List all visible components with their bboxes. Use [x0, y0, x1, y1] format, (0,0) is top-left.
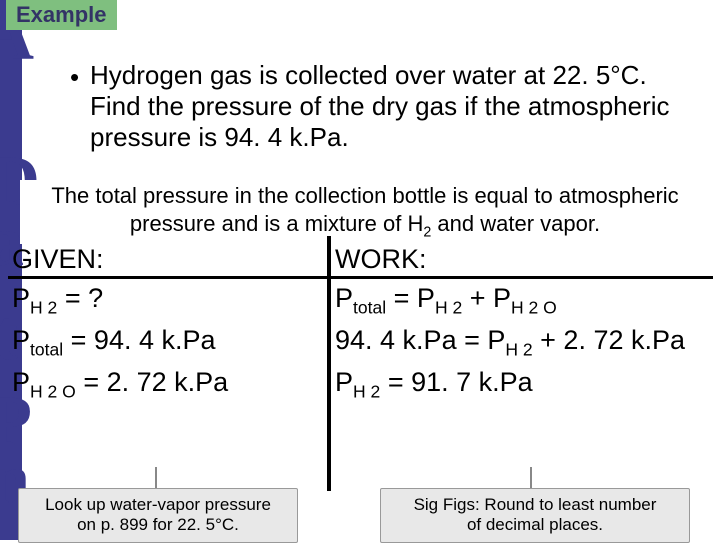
work-l1-a: P	[335, 283, 353, 313]
explanation-line1: The total pressure in the collection bot…	[51, 183, 678, 208]
work-column: WORK: Ptotal = PH 2 + PH 2 O 94. 4 k.Pa …	[335, 240, 715, 405]
work-l1-c: + P	[462, 283, 511, 313]
work-line3: PH 2 = 91. 7 k.Pa	[335, 363, 715, 405]
given-ph2o-sub: H 2 O	[30, 381, 76, 401]
callout-connector	[155, 467, 157, 489]
work-l2-a: 94. 4 k.Pa = P	[335, 325, 505, 355]
given-ptot-val: = 94. 4 k.Pa	[63, 325, 215, 355]
given-header: GIVEN:	[12, 240, 322, 279]
work-l1-c-sub: H 2 O	[511, 298, 557, 318]
bullet-icon: •	[70, 62, 79, 93]
work-l2-b: + 2. 72 k.Pa	[533, 325, 685, 355]
callout-water-vapor: Look up water-vapor pressure on p. 899 f…	[18, 488, 298, 543]
given-ph2o-val: = 2. 72 k.Pa	[76, 367, 228, 397]
given-column: GIVEN: PH 2 = ? Ptotal = 94. 4 k.Pa PH 2…	[12, 240, 322, 405]
work-l2-a-sub: H 2	[505, 339, 532, 359]
problem-statement: Hydrogen gas is collected over water at …	[90, 60, 700, 154]
callout1-line2: on p. 899 for 22. 5°C.	[77, 515, 239, 534]
work-l1-b: = P	[386, 283, 435, 313]
given-ph2-p: P	[12, 283, 30, 313]
given-ph2o-p: P	[12, 367, 30, 397]
callout-sigfigs: Sig Figs: Round to least number of decim…	[380, 488, 690, 543]
given-ptotal: Ptotal = 94. 4 k.Pa	[12, 321, 322, 363]
given-ptot-p: P	[12, 325, 30, 355]
work-line1: Ptotal = PH 2 + PH 2 O	[335, 279, 715, 321]
example-badge: Example	[6, 0, 117, 30]
given-ph2-sub: H 2	[30, 298, 57, 318]
explanation-text: The total pressure in the collection bot…	[20, 180, 710, 244]
callout2-line2: of decimal places.	[467, 515, 603, 534]
given-ph2-val: = ?	[57, 283, 103, 313]
callout2-line1: Sig Figs: Round to least number	[414, 495, 657, 514]
work-line2: 94. 4 k.Pa = PH 2 + 2. 72 k.Pa	[335, 321, 715, 363]
given-ph2o: PH 2 O = 2. 72 k.Pa	[12, 363, 322, 405]
explanation-line2a: pressure and is a mixture of H	[130, 211, 423, 236]
vertical-divider	[327, 236, 331, 491]
work-l3-a: P	[335, 367, 353, 397]
given-ptot-sub: total	[30, 339, 63, 359]
callout1-line1: Look up water-vapor pressure	[45, 495, 271, 514]
work-l1-b-sub: H 2	[435, 298, 462, 318]
work-header: WORK:	[335, 240, 715, 279]
work-l1-a-sub: total	[353, 298, 386, 318]
work-l3-a-sub: H 2	[353, 381, 380, 401]
work-l3-b: = 91. 7 k.Pa	[380, 367, 532, 397]
explanation-line2b: and water vapor.	[431, 211, 600, 236]
given-ph2: PH 2 = ?	[12, 279, 322, 321]
callout-connector	[530, 467, 532, 489]
